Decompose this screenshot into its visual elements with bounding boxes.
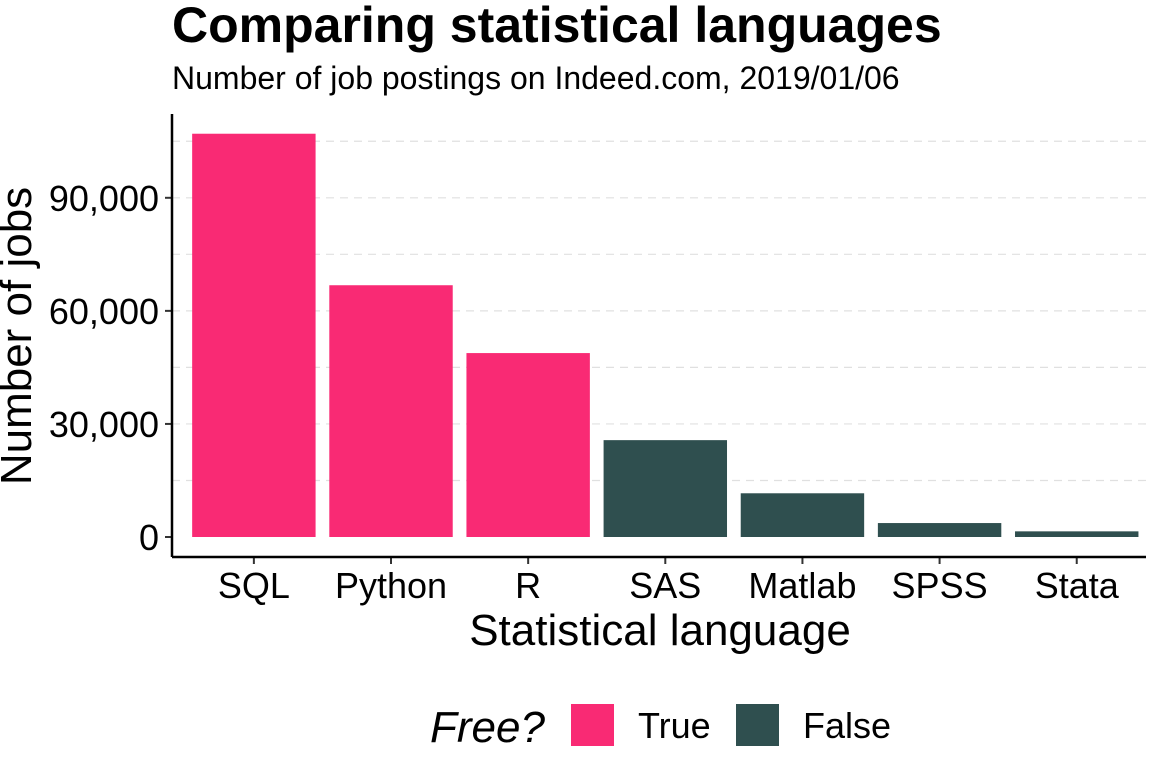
bar-python bbox=[329, 285, 453, 537]
y-tick-label: 0 bbox=[139, 517, 159, 558]
x-tick-label: Stata bbox=[1035, 565, 1120, 606]
y-tick-label: 30,000 bbox=[49, 404, 159, 445]
bar-sas bbox=[603, 440, 728, 537]
grid-lines bbox=[172, 140, 1146, 482]
legend-label-true: True bbox=[638, 705, 711, 746]
x-axis-title: Statistical language bbox=[469, 606, 851, 655]
bars bbox=[192, 133, 1139, 537]
y-axis-title: Number of jobs bbox=[0, 187, 41, 485]
legend-swatch-false bbox=[736, 704, 779, 746]
legend-title: Free? bbox=[430, 703, 545, 752]
x-tick-label: Matlab bbox=[748, 565, 856, 606]
x-tick-label: Python bbox=[335, 565, 447, 606]
bar-sql bbox=[192, 133, 316, 537]
x-tick-label: R bbox=[515, 565, 541, 606]
bar-matlab bbox=[740, 493, 865, 537]
y-tick-label: 60,000 bbox=[49, 291, 159, 332]
bar-spss bbox=[877, 523, 1002, 537]
legend-label-false: False bbox=[803, 705, 891, 746]
x-tick-label: SAS bbox=[629, 565, 701, 606]
bar-stata bbox=[1015, 531, 1139, 537]
chart-title: Comparing statistical languages bbox=[172, 0, 942, 53]
y-tick-label: 90,000 bbox=[49, 178, 159, 219]
chart-subtitle: Number of job postings on Indeed.com, 20… bbox=[172, 60, 900, 96]
x-axis-ticks: SQL Python R SAS Matlab SPSS Stata bbox=[218, 557, 1120, 606]
y-axis-ticks: 0 30,000 60,000 90,000 bbox=[49, 178, 172, 558]
legend-swatch-true bbox=[571, 704, 614, 746]
bar-r bbox=[466, 353, 590, 537]
legend: Free? True False bbox=[430, 703, 891, 752]
x-tick-label: SPSS bbox=[892, 565, 988, 606]
x-tick-label: SQL bbox=[218, 565, 290, 606]
